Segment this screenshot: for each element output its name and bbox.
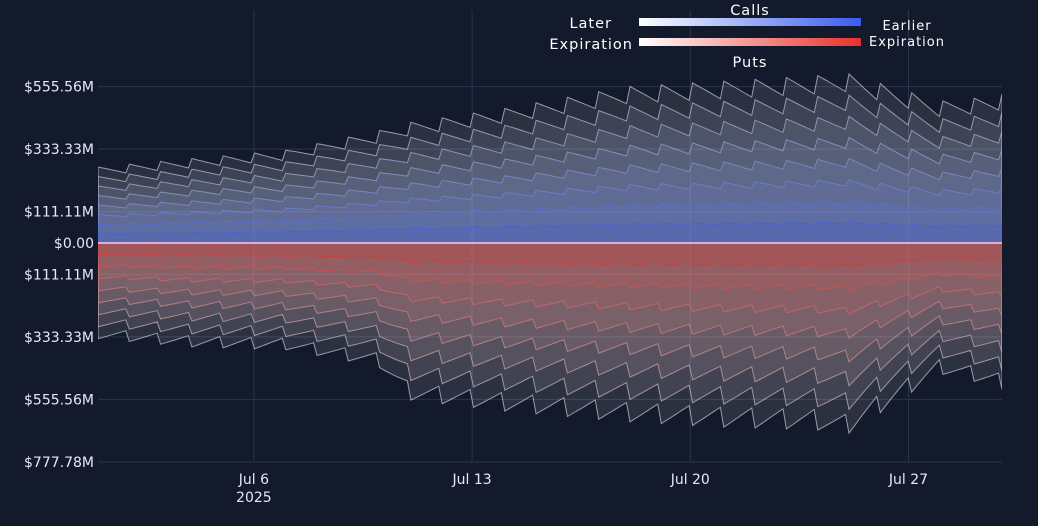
legend-later-expiration: Expiration [549, 37, 633, 53]
x-tick-label: Jul 27 [888, 472, 928, 488]
calls-area-layer-6 [98, 200, 1002, 244]
y-tick-label: $555.56M [24, 392, 94, 408]
legend-earlier-expiration: Expiration [869, 35, 945, 50]
x-tick-label: Jul 6 [238, 472, 269, 488]
legend-puts-gradient [639, 38, 861, 46]
y-tick-label: $333.33M [24, 142, 94, 158]
y-tick-label: $0.00 [54, 236, 94, 252]
legend-earlier-label: Earlier [882, 19, 931, 34]
legend-calls-title: Calls [730, 3, 770, 19]
legend-puts-title: Puts [733, 55, 768, 71]
puts-area-layer-6 [98, 242, 1002, 292]
legend: Calls Later Expiration Earlier Expiratio… [549, 3, 945, 71]
legend-later-label: Later [569, 16, 612, 32]
calls-area-layer-3 [98, 136, 1002, 244]
puts-area-layer-7 [98, 242, 1002, 268]
puts-area-layer-4 [98, 242, 1002, 339]
x-axis-ticks: Jul 6 2025 Jul 13 Jul 20 Jul 27 [236, 472, 928, 506]
y-axis-ticks: $555.56M $333.33M $111.11M $0.00 $111.11M $33… [24, 80, 94, 471]
puts-area-layer-3 [98, 242, 1002, 363]
x-tick-label: Jul 20 [670, 472, 710, 488]
x-tick-label: Jul 13 [451, 472, 491, 488]
calls-area-layer-5 [98, 178, 1002, 244]
y-tick-label: $777.78M [24, 455, 94, 471]
y-tick-label: $111.11M [24, 205, 94, 221]
y-tick-label: $111.11M [24, 267, 94, 283]
puts-area-layer-0 [98, 242, 1002, 435]
puts-area-layer-5 [98, 242, 1002, 315]
calls-area-layer-4 [98, 157, 1002, 244]
calls-area-layer-7 [98, 221, 1002, 244]
y-tick-label: $333.33M [24, 330, 94, 346]
y-tick-label: $555.56M [24, 80, 94, 96]
x-tick-year-label: 2025 [236, 490, 272, 506]
legend-calls-gradient [639, 18, 861, 26]
area-series [98, 73, 1002, 435]
